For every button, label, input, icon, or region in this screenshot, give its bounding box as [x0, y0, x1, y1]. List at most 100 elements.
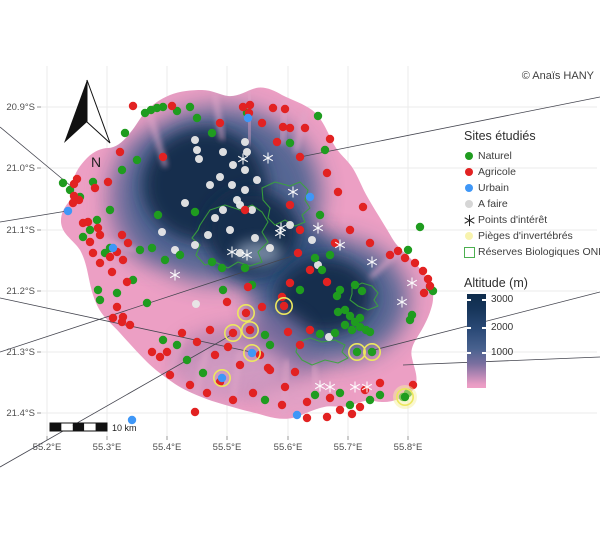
leader-line: [402, 356, 600, 366]
point-interet-asterisk: [262, 152, 274, 164]
site-dot-agricole: [285, 278, 295, 288]
site-dot-agricole: [117, 317, 127, 327]
piege-ring: [362, 342, 381, 361]
site-dot-agricole: [215, 118, 225, 128]
site-dot-naturel: [217, 263, 227, 273]
points-interet: [169, 152, 418, 393]
site-dot-naturel: [160, 255, 170, 265]
scale-bar-label: 10 km: [112, 423, 137, 433]
site-dot-agricole: [295, 152, 305, 162]
site-dot-agricole: [122, 277, 132, 287]
point-interet-asterisk: [312, 222, 324, 234]
site-dot-agricole: [325, 134, 335, 144]
site-dot-agricole: [223, 342, 233, 352]
site-dot-naturel: [207, 257, 217, 267]
x-axis-label: 55.7°E: [334, 442, 363, 453]
site-dot-urbain: [63, 206, 73, 216]
reserve-outline: [261, 181, 311, 227]
site-dot-naturel: [347, 325, 357, 335]
site-dot-agricole: [108, 313, 118, 323]
site-dot-naturel: [147, 243, 157, 253]
site-dot-naturel: [295, 285, 305, 295]
site-dot-naturel: [117, 165, 127, 175]
urbain-dot-icon: [460, 184, 478, 192]
axis-labels: 55.2°E 55.3°E 55.4°E 55.5°E 55.6°E 55.7°E 55.8…: [6, 102, 422, 453]
site-dot-naturel: [260, 330, 270, 340]
site-dot-agricole: [293, 248, 303, 258]
site-dot-naturel: [240, 263, 250, 273]
site-dot-agricole: [128, 101, 138, 111]
site-dot-a-faire: [241, 186, 249, 194]
site-dot-urbain: [247, 348, 257, 358]
site-dot-urbain: [243, 113, 253, 123]
site-dot-naturel: [333, 307, 343, 317]
piege-ring: [213, 368, 232, 387]
site-dot-agricole: [305, 265, 315, 275]
legend-item-reserves: Réserves Biologiques ONF: [460, 244, 600, 260]
site-dot-agricole: [330, 238, 340, 248]
point-interet-asterisk: [275, 222, 287, 234]
site-dot-agricole: [290, 367, 300, 377]
leader-line: [373, 291, 600, 351]
north-label: N: [91, 154, 101, 170]
pieges-invertebres: [213, 296, 417, 409]
site-dot-agricole: [425, 281, 435, 291]
site-dot-agricole: [257, 302, 267, 312]
site-dot-naturel: [85, 225, 95, 235]
altitude-tick-3000: 3000: [491, 294, 514, 305]
site-dot-naturel: [58, 178, 68, 188]
site-dot-agricole: [90, 183, 100, 193]
x-axis-label: 55.6°E: [274, 442, 303, 453]
site-dot-urbain: [108, 243, 118, 253]
point-interet-asterisk: [237, 153, 249, 165]
site-dot-a-faire: [216, 173, 224, 181]
site-dot-a-faire: [193, 146, 201, 154]
site-dot-naturel: [142, 298, 152, 308]
site-dot-naturel: [325, 250, 335, 260]
site-dot-agricole: [85, 237, 95, 247]
site-dot-agricole: [155, 352, 165, 362]
piege-ring: [347, 342, 366, 361]
site-dot-agricole: [210, 350, 220, 360]
site-dot-agricole: [95, 258, 105, 268]
site-dot-naturel: [172, 340, 182, 350]
site-dot-naturel: [105, 205, 115, 215]
site-dot-naturel: [340, 320, 350, 330]
point-interet-asterisk: [361, 381, 373, 393]
site-dot-urbain: [127, 415, 137, 425]
site-dot-naturel: [182, 355, 192, 365]
x-axis-label: 55.8°E: [394, 442, 423, 453]
site-dot-agricole: [245, 100, 255, 110]
site-dot-agricole: [123, 238, 133, 248]
site-dot-a-faire: [171, 246, 179, 254]
site-dot-agricole: [280, 382, 290, 392]
site-dot-agricole: [355, 402, 365, 412]
site-dot-agricole: [222, 297, 232, 307]
site-dot-agricole: [245, 325, 255, 335]
site-dot-naturel: [120, 128, 130, 138]
altitude-tick-2000: 2000: [491, 322, 514, 333]
site-dot-a-faire: [219, 206, 227, 214]
altitude-relief: [98, 90, 408, 416]
piege-ring: [241, 320, 260, 339]
piege-ring: [237, 303, 256, 322]
site-dot-agricole: [285, 200, 295, 210]
site-dot-agricole: [268, 103, 278, 113]
site-dot-agricole: [190, 407, 200, 417]
site-dot-agricole: [418, 266, 428, 276]
site-dot-naturel: [415, 222, 425, 232]
site-dot-agricole: [305, 325, 315, 335]
asterisk-icon: [460, 214, 478, 227]
site-dot-agricole: [162, 347, 172, 357]
site-dot-a-faire: [286, 221, 294, 229]
site-dot-a-faire: [204, 231, 212, 239]
site-dot-naturel: [365, 327, 375, 337]
site-dot-agricole: [192, 337, 202, 347]
valley-streak: [213, 93, 224, 140]
site-dot-a-faire: [191, 136, 199, 144]
site-dot-agricole: [322, 168, 332, 178]
site-dot-agricole: [202, 388, 212, 398]
scale-bar: 10 km: [49, 422, 137, 433]
site-dot-agricole: [243, 282, 253, 292]
